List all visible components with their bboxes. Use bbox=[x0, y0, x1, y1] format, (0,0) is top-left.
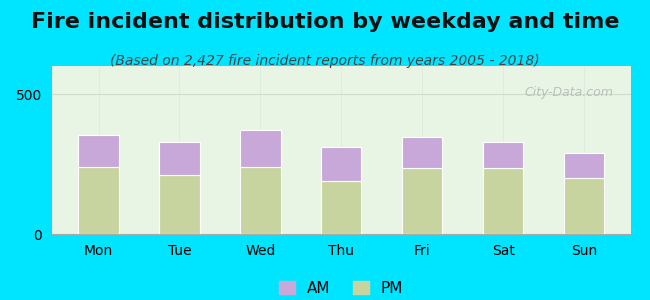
Bar bbox=[402, 168, 443, 234]
Bar bbox=[159, 142, 200, 175]
Bar bbox=[321, 147, 361, 181]
Bar bbox=[321, 181, 361, 234]
Bar bbox=[483, 142, 523, 168]
Text: (Based on 2,427 fire incident reports from years 2005 - 2018): (Based on 2,427 fire incident reports fr… bbox=[111, 54, 540, 68]
Legend: AM, PM: AM, PM bbox=[273, 275, 410, 300]
Bar bbox=[564, 153, 604, 178]
Bar bbox=[483, 168, 523, 234]
Bar bbox=[564, 178, 604, 234]
Bar bbox=[240, 130, 281, 167]
Text: Fire incident distribution by weekday and time: Fire incident distribution by weekday an… bbox=[31, 12, 619, 32]
Bar bbox=[78, 135, 119, 167]
Bar bbox=[78, 167, 119, 234]
Bar bbox=[402, 137, 443, 168]
Bar bbox=[159, 175, 200, 234]
Text: City-Data.com: City-Data.com bbox=[525, 86, 613, 99]
Bar bbox=[240, 167, 281, 234]
